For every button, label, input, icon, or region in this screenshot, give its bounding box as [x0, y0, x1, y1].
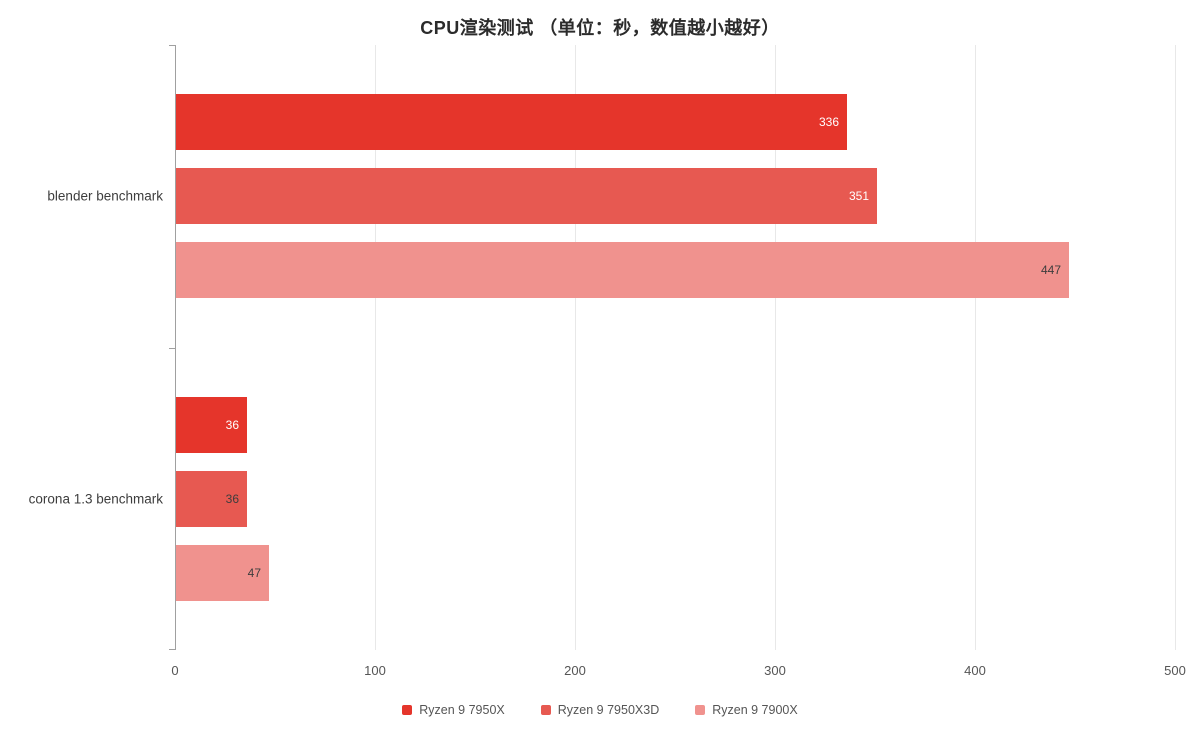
legend-item-ryzen-9-7900x[interactable]: Ryzen 9 7900X — [695, 703, 798, 717]
bar-corona-1-3-benchmark-ryzen-9-7950x: 36 — [176, 396, 247, 453]
bar-blender-benchmark-ryzen-9-7950x3d: 351 — [176, 168, 877, 225]
bar-blender-benchmark-ryzen-9-7900x: 447 — [176, 242, 1069, 299]
chart-title: CPU渲染测试 （单位：秒，数值越小越好） — [420, 18, 780, 38]
plot-area: 336 351 447 36 36 47 — [169, 45, 1176, 650]
y-axis-tick — [169, 347, 175, 349]
legend-item-ryzen-9-7950x3d[interactable]: Ryzen 9 7950X3D — [540, 703, 660, 717]
legend-label: Ryzen 9 7950X3D — [557, 703, 660, 717]
gridline-500 — [1175, 45, 1176, 650]
bar-corona-1-3-benchmark-ryzen-9-7950x3d: 36 — [176, 470, 247, 527]
bar-value-label: 447 — [1040, 263, 1061, 278]
y-axis-tick — [169, 45, 175, 46]
legend-label: Ryzen 9 7950X — [419, 703, 505, 717]
x-axis-label-0: 0 — [171, 663, 179, 678]
chart-legend: Ryzen 9 7950X Ryzen 9 7950X3D Ryzen 9 7900… — [0, 703, 1200, 717]
gridline-300 — [775, 45, 776, 650]
category-label-corona-1-3-benchmark: corona 1.3 benchmark — [28, 491, 163, 507]
x-axis-label-400: 400 — [964, 663, 986, 678]
bar-value-label: 351 — [848, 189, 869, 204]
legend-marker-icon — [402, 705, 413, 715]
y-axis-tick — [169, 649, 175, 650]
gridline-100 — [375, 45, 376, 650]
y-axis-line — [175, 45, 176, 650]
legend-item-ryzen-9-7950x[interactable]: Ryzen 9 7950X — [402, 703, 505, 717]
bar-value-label: 36 — [225, 417, 239, 432]
gridline-400 — [975, 45, 976, 650]
bar-blender-benchmark-ryzen-9-7950x: 336 — [176, 94, 847, 151]
bar-value-label: 36 — [225, 491, 239, 506]
bar-value-label: 336 — [818, 115, 839, 130]
x-axis-label-500: 500 — [1164, 663, 1186, 678]
x-axis-label-100: 100 — [364, 663, 386, 678]
bar-value-label: 47 — [247, 565, 261, 580]
bar-corona-1-3-benchmark-ryzen-9-7900x: 47 — [176, 544, 269, 601]
category-label-blender-benchmark: blender benchmark — [47, 188, 163, 204]
legend-marker-icon — [540, 705, 551, 715]
legend-label: Ryzen 9 7900X — [712, 703, 798, 717]
legend-marker-icon — [695, 705, 706, 715]
x-axis-label-200: 200 — [564, 663, 586, 678]
x-axis-label-300: 300 — [764, 663, 786, 678]
gridline-200 — [575, 45, 576, 650]
